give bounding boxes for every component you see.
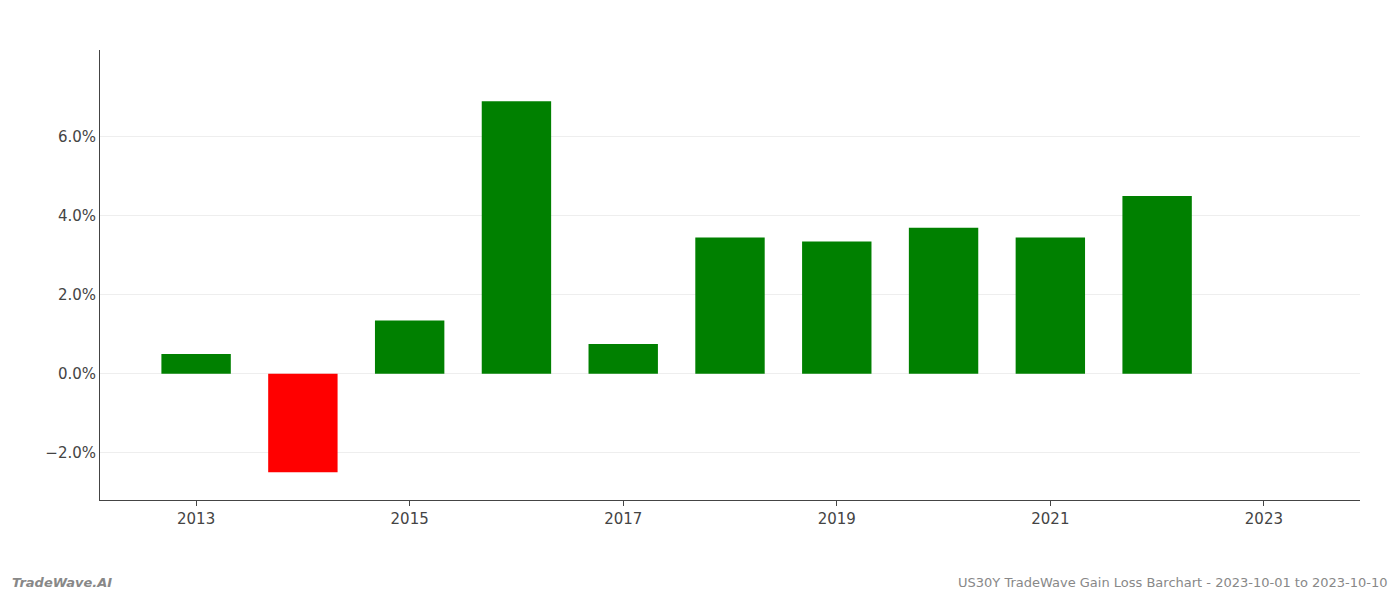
svg-text:TradeWave.AI: TradeWave.AI <box>12 575 112 590</box>
svg-text:2017: 2017 <box>604 510 642 528</box>
svg-text:−2.0%: −2.0% <box>45 444 96 462</box>
svg-text:0.0%: 0.0% <box>58 365 96 383</box>
svg-text:US30Y TradeWave Gain Loss Barc: US30Y TradeWave Gain Loss Barchart - 202… <box>958 575 1388 590</box>
svg-text:2013: 2013 <box>177 510 215 528</box>
svg-text:2019: 2019 <box>818 510 856 528</box>
svg-text:2021: 2021 <box>1031 510 1069 528</box>
svg-text:6.0%: 6.0% <box>58 128 96 146</box>
svg-text:4.0%: 4.0% <box>58 207 96 225</box>
svg-text:2023: 2023 <box>1245 510 1283 528</box>
svg-text:2.0%: 2.0% <box>58 286 96 304</box>
svg-text:2015: 2015 <box>391 510 429 528</box>
